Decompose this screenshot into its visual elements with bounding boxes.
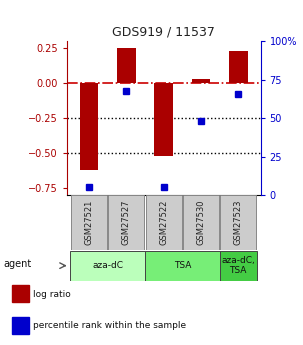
Text: GSM27521: GSM27521 [85, 200, 94, 245]
Text: TSA: TSA [174, 261, 191, 270]
Bar [191, 79, 210, 83]
Text: GSM27522: GSM27522 [159, 200, 168, 245]
Bar [154, 83, 173, 156]
Bar [12, 317, 28, 334]
Text: GSM27523: GSM27523 [234, 200, 243, 245]
Text: percentile rank within the sample: percentile rank within the sample [33, 321, 186, 331]
Text: aza-dC: aza-dC [92, 261, 123, 270]
Text: log ratio: log ratio [33, 290, 71, 299]
Bar [183, 196, 219, 249]
Title: GDS919 / 11537: GDS919 / 11537 [112, 26, 215, 39]
Bar [220, 251, 257, 280]
Text: GSM27530: GSM27530 [196, 200, 205, 245]
Bar [220, 196, 256, 249]
Bar [108, 196, 144, 249]
Bar [80, 83, 98, 170]
Bar [70, 251, 145, 280]
Bar [12, 285, 28, 302]
Bar [71, 196, 107, 249]
Bar [229, 51, 248, 83]
Bar [117, 48, 136, 83]
Text: aza-dC,
TSA: aza-dC, TSA [221, 256, 255, 275]
Bar [146, 196, 181, 249]
Bar [145, 251, 220, 280]
Text: agent: agent [3, 259, 31, 269]
Text: GSM27527: GSM27527 [122, 200, 131, 245]
